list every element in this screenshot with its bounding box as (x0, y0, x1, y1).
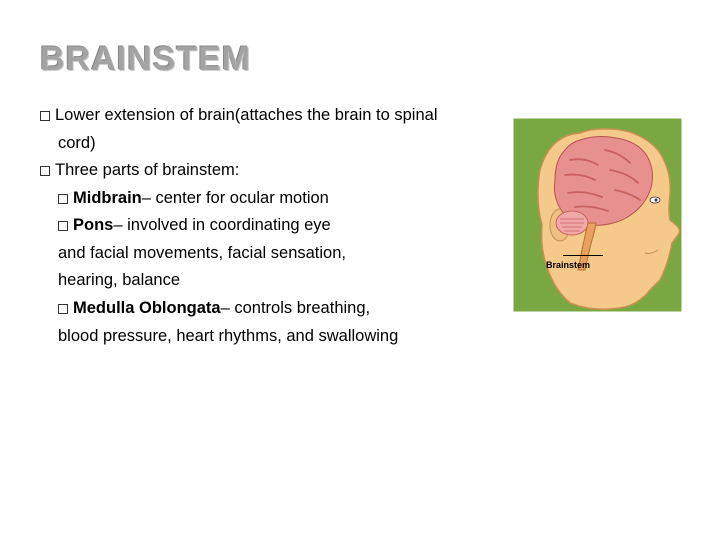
medulla-label: Medulla Oblongata (73, 299, 221, 317)
midbrain-label: Midbrain (73, 189, 142, 207)
subbullet-3-line2: blood pressure, heart rhythms, and swall… (40, 324, 680, 350)
bullet-box-icon (58, 304, 68, 314)
bullet-box-icon (58, 194, 68, 204)
bullet-box-icon (58, 221, 68, 231)
brain-diagram: Brainstem (510, 115, 685, 315)
slide: BRAINSTEM Lower extension of brain(attac… (0, 0, 720, 540)
bullet-1-text: Lower extension of brain(attaches the br… (55, 106, 437, 124)
pons-label: Pons (73, 216, 113, 234)
midbrain-desc: – center for ocular motion (142, 189, 329, 207)
bullet-box-icon (40, 166, 50, 176)
bullet-box-icon (40, 111, 50, 121)
bullet-2-text: Three parts of brainstem: (55, 161, 239, 179)
page-title: BRAINSTEM (40, 40, 680, 79)
medulla-desc: – controls breathing, (221, 299, 371, 317)
label-leader-line (563, 255, 603, 256)
pupil (655, 199, 658, 202)
head-brain-svg (510, 115, 685, 315)
brainstem-callout-label: Brainstem (546, 260, 590, 270)
pons-desc: – involved in coordinating eye (113, 216, 330, 234)
